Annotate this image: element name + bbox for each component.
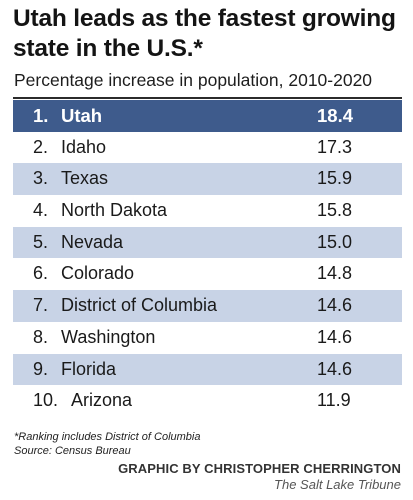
rank-label: 2. [33, 136, 49, 157]
state-label: North Dakota [61, 200, 168, 221]
table-row: 1. Utah 18.4 [13, 100, 402, 132]
state-label: Texas [61, 168, 109, 189]
rank-label: 7. [33, 295, 49, 316]
table-row: 10. Arizona 11.9 [13, 385, 402, 417]
value-label: 15.0 [317, 231, 353, 252]
state-label: Florida [61, 358, 117, 379]
rank-label: 10. [33, 390, 59, 411]
table-row: 4. North Dakota 15.8 [13, 195, 402, 227]
ranking-table: 1. Utah 18.4 2. Idaho 17.3 3. Texas 15.9 4. North … [13, 100, 402, 417]
table-row: 8. Washington 14.6 [13, 321, 402, 354]
footnotes: *Ranking includes District of Columbia S… [14, 430, 200, 458]
table-row: 9. Florida 14.6 [13, 353, 402, 386]
state-label: Washington [61, 326, 156, 347]
value-label: 14.6 [317, 358, 353, 379]
table-row: 6. Colorado 14.8 [13, 258, 402, 291]
value-label: 11.9 [317, 390, 351, 411]
rank-label: 3. [33, 168, 49, 189]
value-label: 17.3 [317, 136, 353, 157]
header-rule [13, 97, 402, 99]
table-row: 3. Texas 15.9 [13, 163, 402, 196]
state-label: Utah [61, 105, 103, 126]
rank-label: 1. [33, 105, 49, 126]
value-label: 14.8 [317, 263, 353, 284]
table-row: 2. Idaho 17.3 [13, 131, 402, 164]
chart-title: Utah leads as the fastest growing state … [13, 5, 396, 62]
value-label: 15.8 [317, 200, 353, 221]
state-label: Nevada [61, 231, 124, 252]
state-label: District of Columbia [61, 295, 218, 316]
rank-label: 6. [33, 263, 49, 284]
value-label: 14.6 [317, 326, 353, 347]
publication-name: The Salt Lake Tribune [274, 477, 401, 492]
state-label: Colorado [61, 263, 135, 284]
source-note: Source: Census Bureau [14, 445, 131, 457]
table-row: 7. District of Columbia 14.6 [13, 290, 402, 322]
graphic-credit: GRAPHIC BY CHRISTOPHER CHERRINGTON [118, 461, 401, 476]
state-label: Idaho [61, 136, 107, 157]
rank-label: 8. [33, 326, 49, 347]
rank-label: 9. [33, 358, 49, 379]
state-label: Arizona [71, 390, 133, 411]
value-label: 18.4 [317, 105, 354, 126]
rank-label: 4. [33, 200, 49, 221]
chart-subtitle: Percentage increase in population, 2010-… [14, 70, 373, 90]
ranking-footnote: *Ranking includes District of Columbia [14, 431, 201, 443]
value-label: 14.6 [317, 295, 353, 316]
rank-label: 5. [33, 231, 49, 252]
table-row: 5. Nevada 15.0 [13, 226, 402, 259]
value-label: 15.9 [317, 168, 353, 189]
